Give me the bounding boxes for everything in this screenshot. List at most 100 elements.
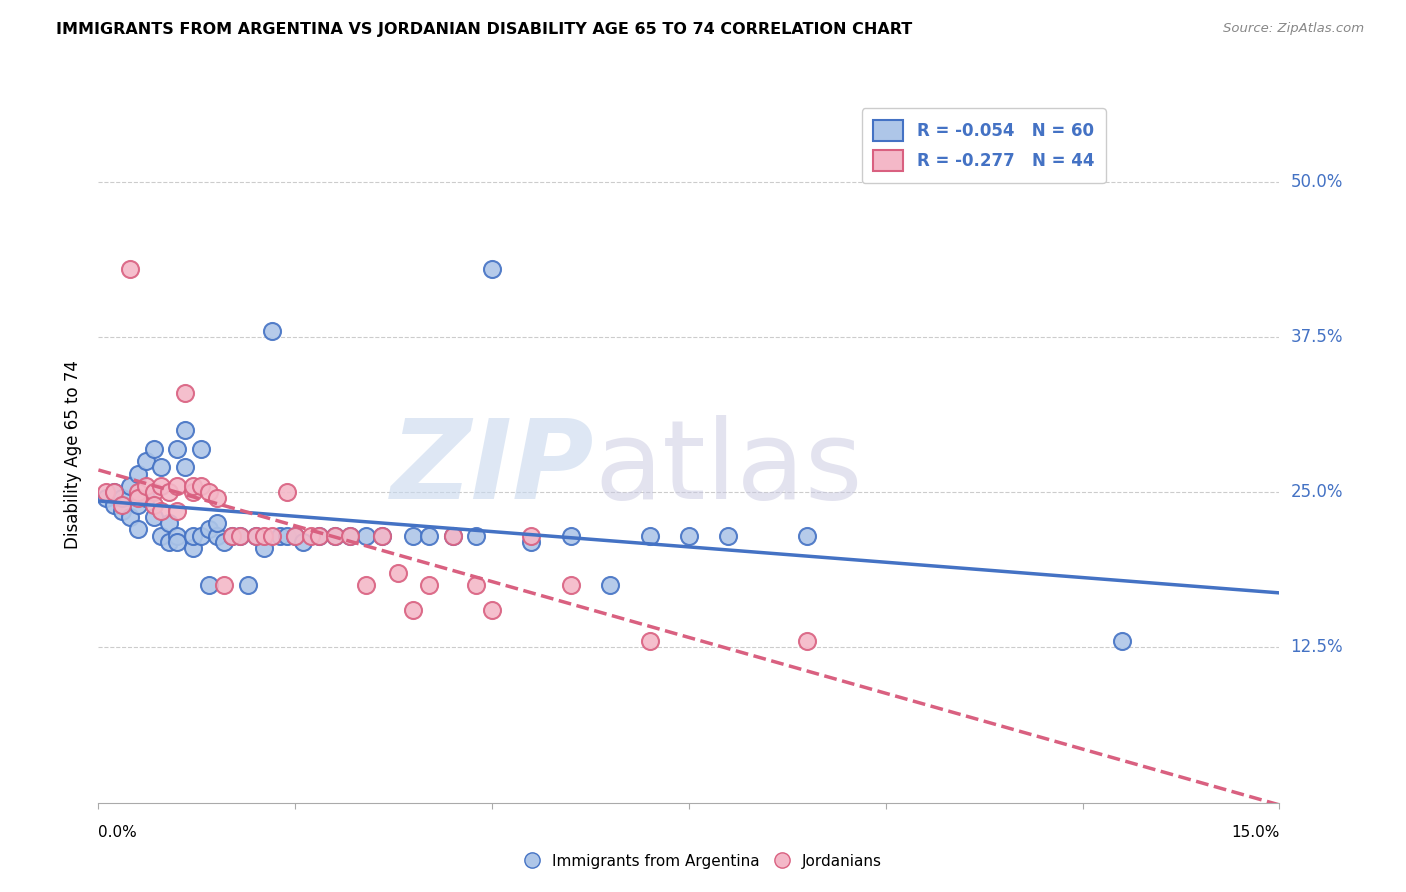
Point — [174, 385, 197, 400]
Point — [260, 529, 283, 543]
Point — [103, 498, 125, 512]
Point — [599, 578, 621, 592]
Point — [142, 485, 165, 500]
Point — [1111, 634, 1133, 648]
Point — [181, 479, 204, 493]
Point — [103, 485, 125, 500]
Text: 15.0%: 15.0% — [1232, 825, 1279, 840]
Point — [292, 535, 315, 549]
Point — [354, 529, 377, 543]
Legend: R = -0.054   N = 60, R = -0.277   N = 44: R = -0.054 N = 60, R = -0.277 N = 44 — [862, 109, 1105, 183]
Point — [157, 535, 180, 549]
Point — [236, 578, 259, 592]
Text: 25.0%: 25.0% — [1291, 483, 1343, 501]
Point — [181, 529, 204, 543]
Point — [142, 510, 165, 524]
Point — [339, 529, 361, 543]
Point — [174, 460, 197, 475]
Text: IMMIGRANTS FROM ARGENTINA VS JORDANIAN DISABILITY AGE 65 TO 74 CORRELATION CHART: IMMIGRANTS FROM ARGENTINA VS JORDANIAN D… — [56, 22, 912, 37]
Point — [135, 491, 157, 506]
Point — [717, 529, 740, 543]
Point — [205, 516, 228, 531]
Point — [190, 479, 212, 493]
Point — [190, 442, 212, 456]
Point — [166, 442, 188, 456]
Point — [245, 529, 267, 543]
Legend: Immigrants from Argentina, Jordanians: Immigrants from Argentina, Jordanians — [517, 848, 889, 875]
Point — [299, 529, 322, 543]
Point — [214, 535, 236, 549]
Point — [221, 529, 243, 543]
Point — [157, 485, 180, 500]
Point — [142, 498, 165, 512]
Point — [127, 485, 149, 500]
Point — [166, 504, 188, 518]
Point — [284, 529, 307, 543]
Text: 50.0%: 50.0% — [1291, 172, 1343, 191]
Text: atlas: atlas — [595, 416, 863, 523]
Point — [229, 529, 252, 543]
Point — [560, 578, 582, 592]
Point — [111, 498, 134, 512]
Point — [135, 479, 157, 493]
Point — [96, 491, 118, 506]
Point — [465, 529, 488, 543]
Point — [181, 485, 204, 500]
Point — [638, 634, 661, 648]
Point — [418, 529, 440, 543]
Point — [441, 529, 464, 543]
Point — [481, 261, 503, 276]
Point — [308, 529, 330, 543]
Point — [796, 634, 818, 648]
Point — [253, 541, 276, 555]
Point — [127, 498, 149, 512]
Point — [111, 504, 134, 518]
Point — [402, 603, 425, 617]
Point — [796, 529, 818, 543]
Point — [142, 442, 165, 456]
Point — [269, 529, 291, 543]
Y-axis label: Disability Age 65 to 74: Disability Age 65 to 74 — [65, 360, 83, 549]
Point — [260, 324, 283, 338]
Point — [111, 491, 134, 506]
Point — [221, 529, 243, 543]
Point — [229, 529, 252, 543]
Point — [157, 516, 180, 531]
Point — [276, 485, 298, 500]
Point — [284, 529, 307, 543]
Point — [181, 541, 204, 555]
Text: 0.0%: 0.0% — [98, 825, 138, 840]
Point — [418, 578, 440, 592]
Point — [127, 491, 149, 506]
Point — [205, 529, 228, 543]
Point — [96, 485, 118, 500]
Text: 12.5%: 12.5% — [1291, 639, 1343, 657]
Point — [190, 529, 212, 543]
Point — [150, 504, 173, 518]
Text: Source: ZipAtlas.com: Source: ZipAtlas.com — [1223, 22, 1364, 36]
Point — [197, 523, 219, 537]
Point — [197, 578, 219, 592]
Point — [387, 566, 409, 580]
Point — [253, 529, 276, 543]
Point — [127, 523, 149, 537]
Point — [323, 529, 346, 543]
Point — [678, 529, 700, 543]
Point — [402, 529, 425, 543]
Point — [150, 529, 173, 543]
Point — [245, 529, 267, 543]
Point — [135, 454, 157, 468]
Point — [118, 261, 141, 276]
Point — [150, 479, 173, 493]
Point — [166, 529, 188, 543]
Point — [103, 485, 125, 500]
Point — [481, 603, 503, 617]
Text: 37.5%: 37.5% — [1291, 328, 1343, 346]
Point — [214, 578, 236, 592]
Point — [441, 529, 464, 543]
Point — [371, 529, 394, 543]
Point — [354, 578, 377, 592]
Text: ZIP: ZIP — [391, 416, 595, 523]
Point — [166, 479, 188, 493]
Point — [308, 529, 330, 543]
